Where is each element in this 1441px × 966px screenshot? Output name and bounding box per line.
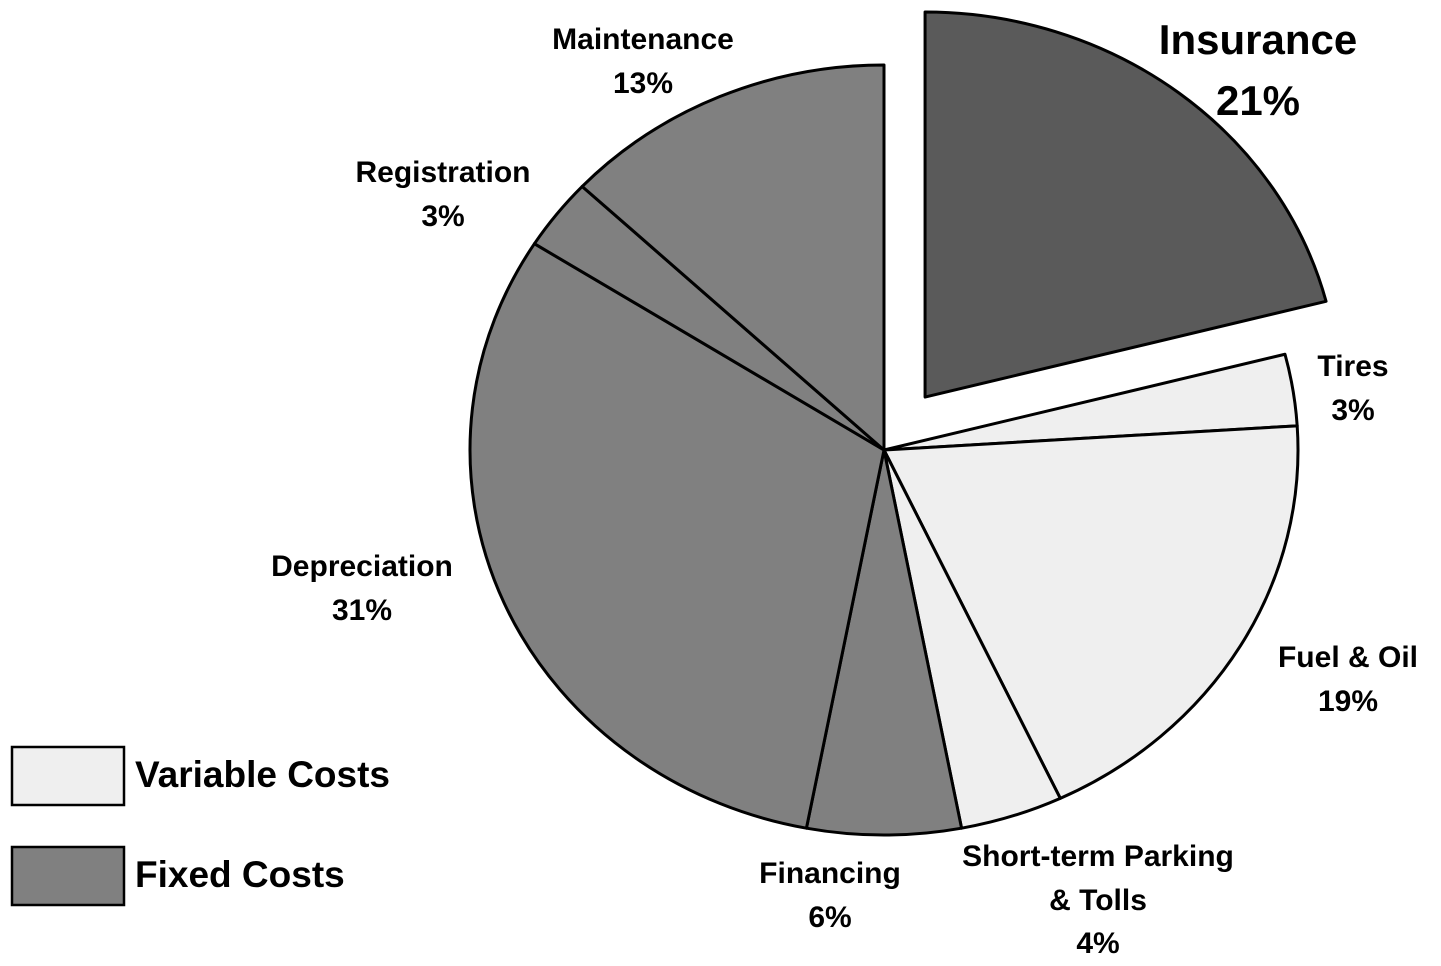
legend-label: Fixed Costs — [135, 854, 345, 895]
slice-name: Fuel & Oil — [1277, 641, 1418, 674]
slice-name: Financing — [759, 857, 901, 890]
slice-label: Registration 3% — [313, 151, 573, 238]
slice-label: Short-term Parking & Tolls 4% — [953, 835, 1243, 966]
slice-value: 31% — [331, 593, 393, 627]
slice-value: 4% — [1076, 927, 1120, 960]
slice-value: 19% — [1317, 684, 1379, 718]
pie-slice — [923, 10, 1328, 399]
slice-value: 3% — [421, 199, 465, 233]
slice-label: Fuel & Oil 19% — [1238, 636, 1441, 723]
legend-label: Variable Costs — [135, 754, 391, 795]
pie-slice — [580, 63, 886, 452]
slice-label: Financing 6% — [720, 852, 940, 939]
slice-value: 21% — [1215, 76, 1301, 124]
slice-label: Maintenance 13% — [513, 18, 773, 105]
legend-swatch — [10, 845, 126, 907]
slice-value: 6% — [808, 900, 852, 934]
slice-label: Tires 3% — [1253, 345, 1441, 432]
slice-name: Tires — [1317, 350, 1389, 383]
pie-slice — [882, 424, 1300, 800]
slice-value: 3% — [1331, 393, 1375, 427]
slice-label: Depreciation 31% — [232, 545, 492, 632]
slice-name: Maintenance — [552, 23, 734, 56]
slice-name: Short-term Parking & Tolls — [962, 840, 1234, 917]
slice-label: Insurance 21% — [1108, 10, 1408, 132]
slice-name: Registration — [355, 156, 531, 189]
slice-name: Depreciation — [271, 550, 453, 583]
slice-name: Insurance — [1158, 16, 1358, 63]
slice-value: 13% — [612, 66, 674, 100]
legend-swatch — [10, 745, 126, 807]
pie-slice — [804, 448, 964, 837]
